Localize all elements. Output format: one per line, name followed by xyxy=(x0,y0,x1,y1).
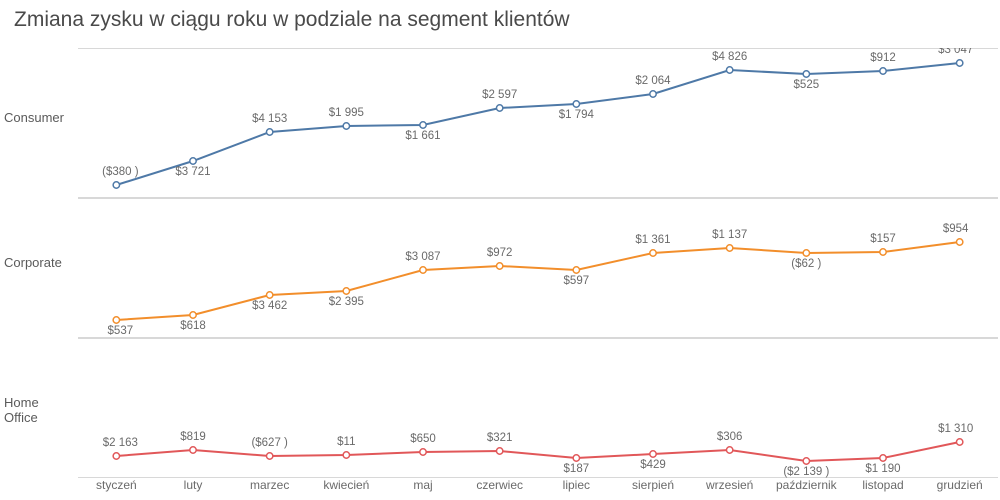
point-label: $954 xyxy=(943,223,969,235)
x-tick: listopad xyxy=(862,478,903,492)
point-label: $3 462 xyxy=(252,300,287,312)
data-point xyxy=(956,60,962,66)
data-point xyxy=(573,455,579,461)
x-tick: październik xyxy=(776,478,837,492)
data-point xyxy=(343,123,349,129)
point-label: $4 153 xyxy=(252,113,287,125)
data-point xyxy=(726,245,732,251)
panel-plot: $2 163 $819 ($627 ) $11 $650 $321 $187 $429 $306… xyxy=(78,338,998,478)
chart-title: Zmiana zysku w ciągu roku w podziale na … xyxy=(14,8,570,32)
x-tick: wrzesień xyxy=(706,478,753,492)
data-point xyxy=(880,249,886,255)
data-point xyxy=(650,250,656,256)
x-tick: luty xyxy=(184,478,203,492)
data-point xyxy=(343,288,349,294)
row-label: HomeOffice xyxy=(0,396,82,426)
data-point xyxy=(266,453,272,459)
point-label: $2 395 xyxy=(329,296,364,308)
series-line xyxy=(116,242,959,320)
point-label: $1 794 xyxy=(559,109,595,121)
data-point xyxy=(496,448,502,454)
data-point xyxy=(113,182,119,188)
point-label: $3 047 xyxy=(938,48,973,56)
x-tick: sierpień xyxy=(632,478,674,492)
point-label: $3 087 xyxy=(405,251,440,263)
series-line xyxy=(116,63,959,185)
point-label: $306 xyxy=(717,431,743,443)
data-point xyxy=(880,455,886,461)
data-point xyxy=(420,122,426,128)
point-label: $537 xyxy=(108,325,134,337)
point-label: $525 xyxy=(794,79,820,91)
data-point xyxy=(726,67,732,73)
data-point xyxy=(880,68,886,74)
point-label: ($62 ) xyxy=(791,258,821,270)
point-label: ($380 ) xyxy=(102,166,139,178)
data-point xyxy=(496,263,502,269)
data-point xyxy=(420,449,426,455)
data-point xyxy=(803,458,809,464)
data-point xyxy=(190,447,196,453)
data-point xyxy=(190,158,196,164)
data-point xyxy=(650,91,656,97)
data-point xyxy=(190,312,196,318)
data-point xyxy=(496,105,502,111)
x-tick: kwiecień xyxy=(323,478,369,492)
data-point xyxy=(573,101,579,107)
data-point xyxy=(113,453,119,459)
data-point xyxy=(420,267,426,273)
data-point xyxy=(113,317,119,323)
point-label: $187 xyxy=(564,463,590,475)
point-label: $3 721 xyxy=(175,166,210,178)
x-tick: maj xyxy=(413,478,432,492)
series-line xyxy=(116,442,959,461)
point-label: $819 xyxy=(180,431,206,443)
x-tick: styczeń xyxy=(96,478,137,492)
data-point xyxy=(266,292,272,298)
point-label: $650 xyxy=(410,433,436,445)
data-point xyxy=(266,129,272,135)
point-label: $1 310 xyxy=(938,423,973,435)
x-tick: lipiec xyxy=(563,478,590,492)
point-label: $157 xyxy=(870,233,896,245)
point-label: $972 xyxy=(487,247,513,259)
point-label: $912 xyxy=(870,52,896,64)
point-label: $1 661 xyxy=(405,130,440,142)
data-point xyxy=(573,267,579,273)
data-point xyxy=(956,439,962,445)
point-label: $2 064 xyxy=(635,75,671,87)
point-label: ($2 139 ) xyxy=(783,466,829,478)
data-point xyxy=(803,71,809,77)
point-label: $1 995 xyxy=(329,107,364,119)
point-label: $321 xyxy=(487,432,513,444)
point-label: ($627 ) xyxy=(251,437,288,449)
point-label: $11 xyxy=(337,436,355,448)
x-tick: grudzień xyxy=(937,478,983,492)
point-label: $597 xyxy=(564,275,590,287)
point-label: $429 xyxy=(640,459,666,471)
point-label: $1 190 xyxy=(865,463,900,475)
point-label: $2 163 xyxy=(103,437,138,449)
point-label: $1 137 xyxy=(712,229,747,241)
point-label: $4 826 xyxy=(712,51,747,63)
data-point xyxy=(650,451,656,457)
data-point xyxy=(956,239,962,245)
point-label: $2 597 xyxy=(482,89,517,101)
point-label: $618 xyxy=(180,320,206,332)
data-point xyxy=(803,250,809,256)
panel-plot: ($380 ) $3 721 $4 153 $1 995 $1 661 $2 597 $1 … xyxy=(78,48,998,198)
point-label: $1 361 xyxy=(635,234,670,246)
data-point xyxy=(726,447,732,453)
x-tick: marzec xyxy=(250,478,289,492)
x-tick: czerwiec xyxy=(476,478,523,492)
row-label: Corporate xyxy=(0,256,82,271)
data-point xyxy=(343,452,349,458)
panel-plot: $537 $618 $3 462 $2 395 $3 087 $972 $597 $1 361… xyxy=(78,198,998,338)
row-label: Consumer xyxy=(0,111,82,126)
